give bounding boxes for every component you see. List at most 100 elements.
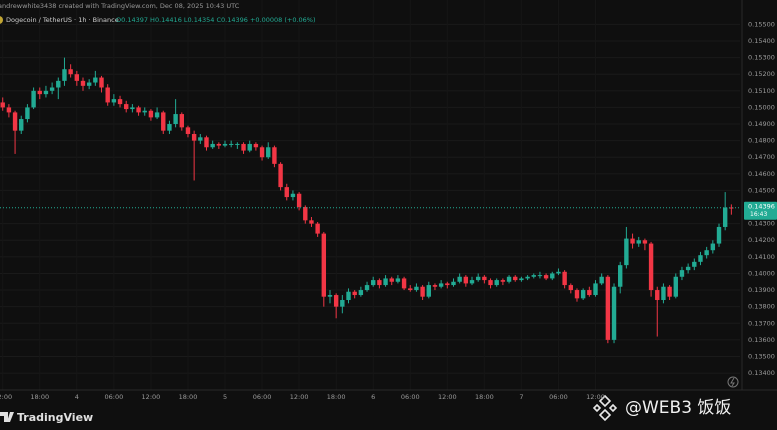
candle-body xyxy=(62,69,67,81)
candle-body xyxy=(562,271,567,286)
candle-body xyxy=(513,276,518,281)
candle-body xyxy=(198,137,203,141)
candle-body xyxy=(574,290,580,299)
y-tick-label: 0.13500 xyxy=(748,352,775,360)
candle-body xyxy=(698,255,703,262)
y-tick-label: 0.14900 xyxy=(748,120,775,128)
candle-body xyxy=(352,291,357,296)
candle-body xyxy=(488,280,493,286)
candle-body xyxy=(290,193,296,198)
candle-body xyxy=(222,143,228,146)
candle-body xyxy=(130,107,135,110)
candle-body xyxy=(624,238,629,266)
candle-body xyxy=(408,288,413,291)
candle-body xyxy=(661,286,666,301)
candle-body xyxy=(327,295,333,297)
candle-body xyxy=(401,278,407,289)
candle-body xyxy=(611,286,617,340)
x-tick-label: 18:00 xyxy=(475,393,494,401)
watermark-icon xyxy=(592,394,618,422)
symbol-icon xyxy=(0,16,3,24)
candle-body xyxy=(445,283,450,286)
x-tick-label: 7 xyxy=(519,393,523,401)
candle-body xyxy=(0,102,5,108)
candle-body xyxy=(580,290,586,299)
candle-body xyxy=(74,74,80,81)
x-tick-label: 6 xyxy=(371,393,375,401)
candle-body xyxy=(136,107,141,113)
candle-body xyxy=(142,110,147,113)
candle-body xyxy=(556,271,561,274)
candle-body xyxy=(358,290,364,296)
y-tick-label: 0.15200 xyxy=(748,70,775,78)
last-price-box xyxy=(744,201,777,220)
candle-body xyxy=(414,286,419,291)
candle-body xyxy=(259,147,265,158)
y-tick-label: 0.15100 xyxy=(748,87,775,95)
candle-body xyxy=(692,261,697,267)
candle-body xyxy=(438,283,444,287)
y-tick-label: 0.15300 xyxy=(748,54,775,62)
y-tick-label: 0.13400 xyxy=(748,369,775,377)
y-tick-label: 0.14500 xyxy=(748,186,775,194)
candle-body xyxy=(383,278,388,286)
candle-body xyxy=(371,280,376,286)
candle-body xyxy=(463,276,469,284)
candle-body xyxy=(204,137,209,148)
candle-body xyxy=(679,270,685,277)
x-tick-label: 06:00 xyxy=(401,393,420,401)
candle-body xyxy=(525,276,530,279)
candle-body xyxy=(167,124,172,131)
y-tick-label: 0.15000 xyxy=(748,103,775,111)
candle-body xyxy=(253,143,259,148)
x-tick-label: 4 xyxy=(75,393,79,401)
candle-body xyxy=(710,243,716,251)
candle-body xyxy=(364,285,370,291)
watermark: @WEB3 饭饭 xyxy=(625,398,731,418)
y-tick-label: 0.15400 xyxy=(748,37,775,45)
candle-body xyxy=(315,223,320,234)
candle-body xyxy=(241,143,246,151)
candle-body xyxy=(99,77,104,88)
candle-body xyxy=(31,90,36,108)
candle-body xyxy=(457,276,462,282)
candle-body xyxy=(247,143,252,151)
y-tick-label: 0.14800 xyxy=(748,137,775,145)
candle-body xyxy=(389,278,394,282)
x-tick-label: 12:00 xyxy=(142,393,161,401)
x-tick-label: 18:00 xyxy=(179,393,198,401)
candle-body xyxy=(519,278,524,281)
candle-body xyxy=(605,276,611,340)
candle-body xyxy=(154,112,160,118)
candle-body xyxy=(432,285,438,287)
candle-body xyxy=(148,110,154,118)
candle-body xyxy=(161,112,166,131)
x-tick-label: 12:00 xyxy=(438,393,457,401)
candle-body xyxy=(537,275,543,277)
candle-body xyxy=(420,286,425,297)
y-tick-label: 0.13600 xyxy=(748,336,775,344)
y-tick-label: 0.14600 xyxy=(748,170,775,178)
candle-body xyxy=(272,147,277,164)
candle-body xyxy=(550,273,555,279)
candle-body xyxy=(500,280,506,282)
candle-body xyxy=(49,87,55,91)
candle-body xyxy=(25,107,30,120)
candle-body xyxy=(278,163,283,188)
candle-body xyxy=(531,275,536,277)
last-price-label: 0.14396 xyxy=(748,203,775,211)
candle-body xyxy=(346,291,351,301)
y-tick-label: 0.15500 xyxy=(748,20,775,28)
candle-body xyxy=(482,276,487,281)
candle-body xyxy=(68,69,73,75)
lightning-icon xyxy=(727,376,739,388)
candle-body xyxy=(111,99,117,103)
candle-body xyxy=(333,295,339,307)
candle-body xyxy=(426,285,431,297)
brand-logo xyxy=(0,412,14,422)
candle-body xyxy=(729,207,734,209)
candle-body xyxy=(12,112,18,131)
candle-body xyxy=(105,87,110,103)
candle-body xyxy=(685,266,691,271)
candle-body xyxy=(506,276,512,282)
